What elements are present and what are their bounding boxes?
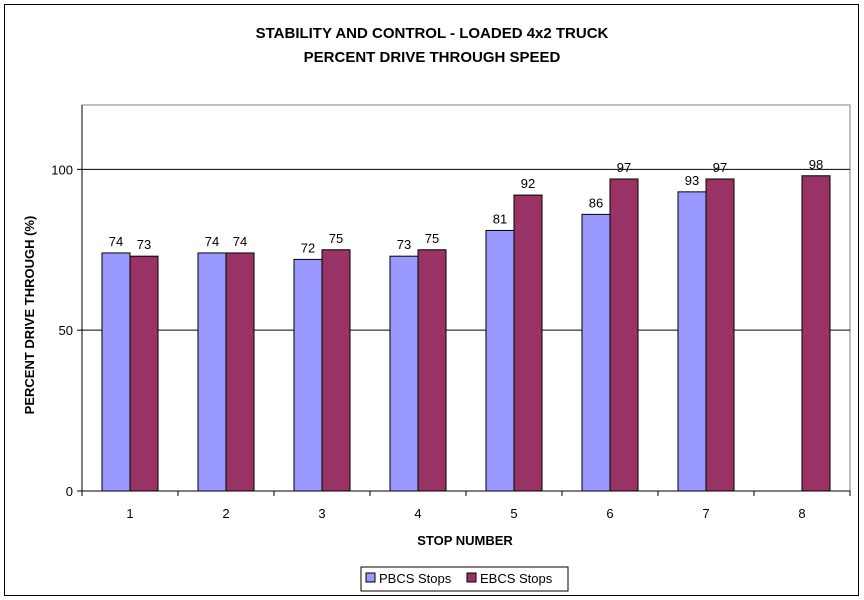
bar-pbcs-stop-5 (485, 229, 515, 492)
x-tick-label: 8 (798, 506, 805, 521)
data-label-ebcs-stop-3: 75 (329, 231, 343, 246)
data-label-pbcs-stop-1: 74 (109, 234, 123, 249)
data-label-ebcs-stop-7: 97 (713, 160, 727, 175)
x-axis: 1 2 3 4 5 6 7 8 (81, 490, 851, 521)
bar-ebcs-stop-8 (801, 175, 831, 492)
y-tick-label: 100 (51, 162, 73, 177)
x-tick-label: 3 (318, 506, 325, 521)
data-label-ebcs-stop-8: 98 (809, 157, 823, 172)
data-label-ebcs-stop-6: 97 (617, 160, 631, 175)
bar-pbcs-stop-4 (389, 255, 419, 492)
data-label-ebcs-stop-4: 75 (425, 231, 439, 246)
bar-pbcs-stop-6 (581, 213, 611, 492)
plot-area (81, 104, 851, 492)
data-label-ebcs-stop-1: 73 (137, 237, 151, 252)
data-label-pbcs-stop-3: 72 (301, 240, 315, 255)
x-tick-label: 7 (702, 506, 709, 521)
x-tick-label: 5 (510, 506, 517, 521)
bar-pbcs-stop-7 (677, 191, 707, 492)
data-label-pbcs-stop-5: 81 (493, 211, 507, 226)
data-label-pbcs-stop-2: 74 (205, 234, 219, 249)
bar-ebcs-stop-3 (321, 249, 351, 492)
chart-subtitle: PERCENT DRIVE THROUGH SPEED (304, 49, 561, 66)
legend-label-ebcs: EBCS Stops (480, 571, 553, 586)
y-axis-title: PERCENT DRIVE THROUGH (%) (22, 216, 37, 415)
y-tick-label: 0 (66, 484, 73, 499)
data-label-pbcs-stop-4: 73 (397, 237, 411, 252)
legend-swatch-pbcs (365, 572, 376, 583)
bars-group (101, 175, 831, 492)
chart-title: STABILITY AND CONTROL - LOADED 4x2 TRUCK (256, 25, 609, 42)
bar-pbcs-stop-2 (197, 252, 227, 492)
data-label-ebcs-stop-5: 92 (521, 176, 535, 191)
data-label-ebcs-stop-2: 74 (233, 234, 247, 249)
bar-ebcs-stop-4 (417, 249, 447, 492)
x-tick-label: 1 (126, 506, 133, 521)
bar-ebcs-stop-1 (129, 255, 159, 492)
bar-ebcs-stop-6 (609, 178, 639, 492)
legend: PBCS Stops EBCS Stops (360, 566, 569, 592)
bar-ebcs-stop-2 (225, 252, 255, 492)
x-tick-label: 2 (222, 506, 229, 521)
x-axis-title: STOP NUMBER (417, 533, 513, 548)
bar-pbcs-stop-3 (293, 258, 323, 492)
data-label-pbcs-stop-7: 93 (685, 173, 699, 188)
legend-box (360, 566, 569, 592)
x-tick-label: 4 (414, 506, 421, 521)
legend-label-pbcs: PBCS Stops (379, 571, 452, 586)
y-tick-label: 50 (59, 323, 73, 338)
data-label-pbcs-stop-6: 86 (589, 195, 603, 210)
x-tick-label: 6 (606, 506, 613, 521)
data-labels-group: 74 74 72 73 81 86 93 73 74 75 75 92 97 97 98 (109, 157, 823, 256)
bar-pbcs-stop-1 (101, 252, 131, 492)
y-axis: 0 50 100 (51, 105, 83, 499)
bar-ebcs-stop-7 (705, 178, 735, 492)
legend-swatch-ebcs (466, 572, 477, 583)
bar-ebcs-stop-5 (513, 194, 543, 492)
